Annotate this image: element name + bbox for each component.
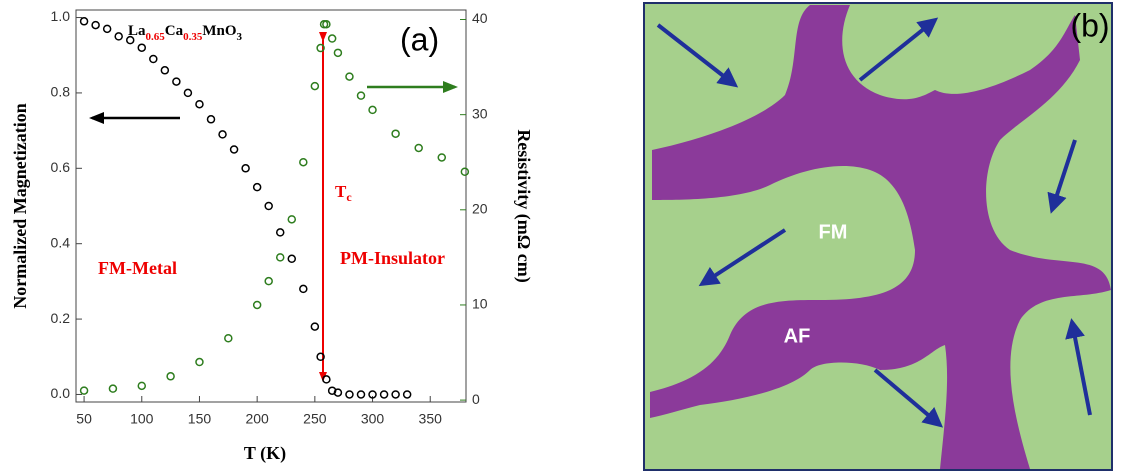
- figure: T (K) Normalized Magnetization Resistivi…: [0, 0, 1125, 474]
- region-label: FM-Metal: [98, 258, 177, 278]
- data-point: [288, 216, 295, 223]
- data-point: [81, 387, 88, 394]
- data-point: [161, 67, 168, 74]
- data-point: [167, 373, 174, 380]
- y-tick-label: 0.4: [51, 234, 71, 250]
- data-point: [231, 146, 238, 153]
- data-point: [346, 73, 353, 80]
- x-tick-label: 100: [130, 411, 154, 427]
- data-point: [109, 385, 116, 392]
- formula-part: 0.35: [183, 31, 203, 43]
- data-point: [277, 254, 284, 261]
- tc-sub: c: [346, 190, 352, 204]
- data-point: [184, 89, 191, 96]
- data-point: [173, 78, 180, 85]
- data-point: [265, 203, 272, 210]
- data-point: [92, 22, 99, 29]
- data-point: [254, 184, 261, 191]
- data-point: [311, 83, 318, 90]
- panel-b: FM AF (b): [644, 3, 1112, 470]
- data-point: [104, 25, 111, 32]
- data-point: [115, 33, 122, 40]
- y2-tick-label: 30: [472, 105, 488, 121]
- data-point: [415, 144, 422, 151]
- panel-label: (b): [1070, 7, 1109, 43]
- x-tick-label: 250: [303, 411, 327, 427]
- y2-axis-label: Resistivity (mΩ cm): [513, 129, 534, 282]
- data-point: [81, 18, 88, 25]
- data-point: [392, 130, 399, 137]
- data-point: [138, 44, 145, 51]
- panel-label: (a): [400, 21, 439, 57]
- x-tick-label: 150: [188, 411, 212, 427]
- data-point: [404, 391, 411, 398]
- formula-part: Ca: [165, 23, 184, 39]
- data-point: [334, 49, 341, 56]
- af-label: AF: [784, 325, 811, 347]
- data-point: [277, 229, 284, 236]
- y2-tick-label: 20: [472, 201, 488, 217]
- data-point: [138, 382, 145, 389]
- x-tick-label: 200: [245, 411, 269, 427]
- fm-label: FM: [819, 221, 848, 243]
- data-point: [438, 154, 445, 161]
- data-point: [150, 56, 157, 63]
- data-point: [242, 165, 249, 172]
- data-point: [381, 391, 388, 398]
- y-axis-label: Normalized Magnetization: [10, 103, 30, 308]
- y-tick-label: 0.0: [51, 385, 71, 401]
- x-tick-label: 350: [419, 411, 443, 427]
- formula: La0.65Ca0.35MnO3: [128, 23, 243, 42]
- data-point: [358, 92, 365, 99]
- data-point: [225, 335, 232, 342]
- y2-tick-label: 10: [472, 296, 488, 312]
- panel-a: T (K) Normalized Magnetization Resistivi…: [10, 8, 534, 464]
- page: {"chart_data": {"type": "scatter", "xlab…: [0, 0, 1125, 474]
- data-point: [392, 391, 399, 398]
- data-point: [358, 391, 365, 398]
- tc-main: T: [335, 182, 347, 201]
- data-point: [300, 159, 307, 166]
- data-point: [300, 285, 307, 292]
- x-axis-label: T (K): [244, 443, 286, 464]
- y-tick-label: 0.8: [51, 84, 71, 100]
- data-point: [369, 106, 376, 113]
- data-point: [288, 255, 295, 262]
- data-point: [346, 391, 353, 398]
- data-point: [329, 35, 336, 42]
- data-point: [311, 323, 318, 330]
- x-tick-label: 50: [76, 411, 92, 427]
- y-tick-label: 0.6: [51, 159, 71, 175]
- formula-part: MnO: [202, 23, 236, 39]
- y2-tick-label: 0: [472, 391, 480, 407]
- data-point: [208, 116, 215, 123]
- data-point: [219, 131, 226, 138]
- data-point: [461, 168, 468, 175]
- formula-part: 0.65: [146, 31, 166, 43]
- y-tick-label: 0.2: [51, 310, 71, 326]
- data-point: [196, 101, 203, 108]
- y-tick-label: 1.0: [51, 8, 71, 24]
- formula-part: 3: [237, 31, 243, 43]
- region-label: PM-Insulator: [340, 248, 445, 268]
- plot-frame: [76, 10, 466, 402]
- data-point: [254, 301, 261, 308]
- data-point: [265, 278, 272, 285]
- x-tick-label: 300: [361, 411, 385, 427]
- tc-label: Tc: [335, 182, 352, 204]
- y2-tick-label: 40: [472, 10, 488, 26]
- data-point: [196, 359, 203, 366]
